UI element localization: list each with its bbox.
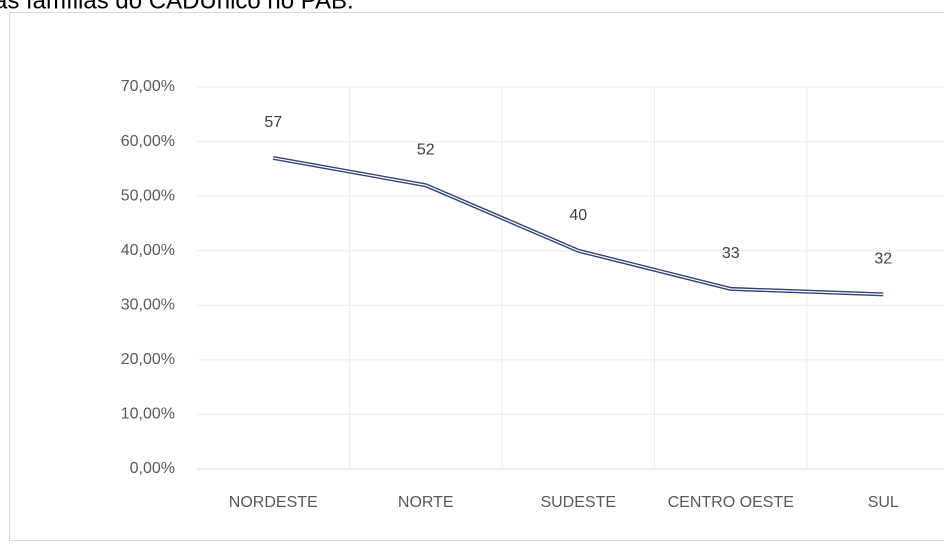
chart-border	[9, 12, 944, 541]
data-label: 40	[569, 207, 587, 224]
data-label: 33	[722, 245, 740, 262]
y-tick-label: 20,00%	[121, 351, 175, 368]
y-tick-label: 0,00%	[130, 460, 175, 477]
y-tick-label: 50,00%	[121, 187, 175, 204]
y-tick-label: 60,00%	[121, 133, 175, 150]
y-tick-label: 70,00%	[121, 78, 175, 95]
x-tick-label: SUL	[868, 494, 899, 511]
x-tick-label: CENTRO OESTE	[668, 494, 794, 511]
data-label: 57	[264, 114, 282, 131]
y-tick-label: 30,00%	[121, 297, 175, 314]
line-inner	[273, 157, 884, 295]
chart-title: as famílias do CADÚnico no PAB.	[0, 0, 354, 14]
x-tick-label: NORDESTE	[229, 494, 318, 511]
x-tick-label: NORTE	[398, 494, 454, 511]
x-tick-label: SUDESTE	[540, 494, 616, 511]
data-label: 52	[417, 141, 435, 158]
y-tick-label: 40,00%	[121, 242, 175, 259]
y-tick-label: 10,00%	[121, 406, 175, 423]
data-label: 32	[874, 251, 892, 268]
